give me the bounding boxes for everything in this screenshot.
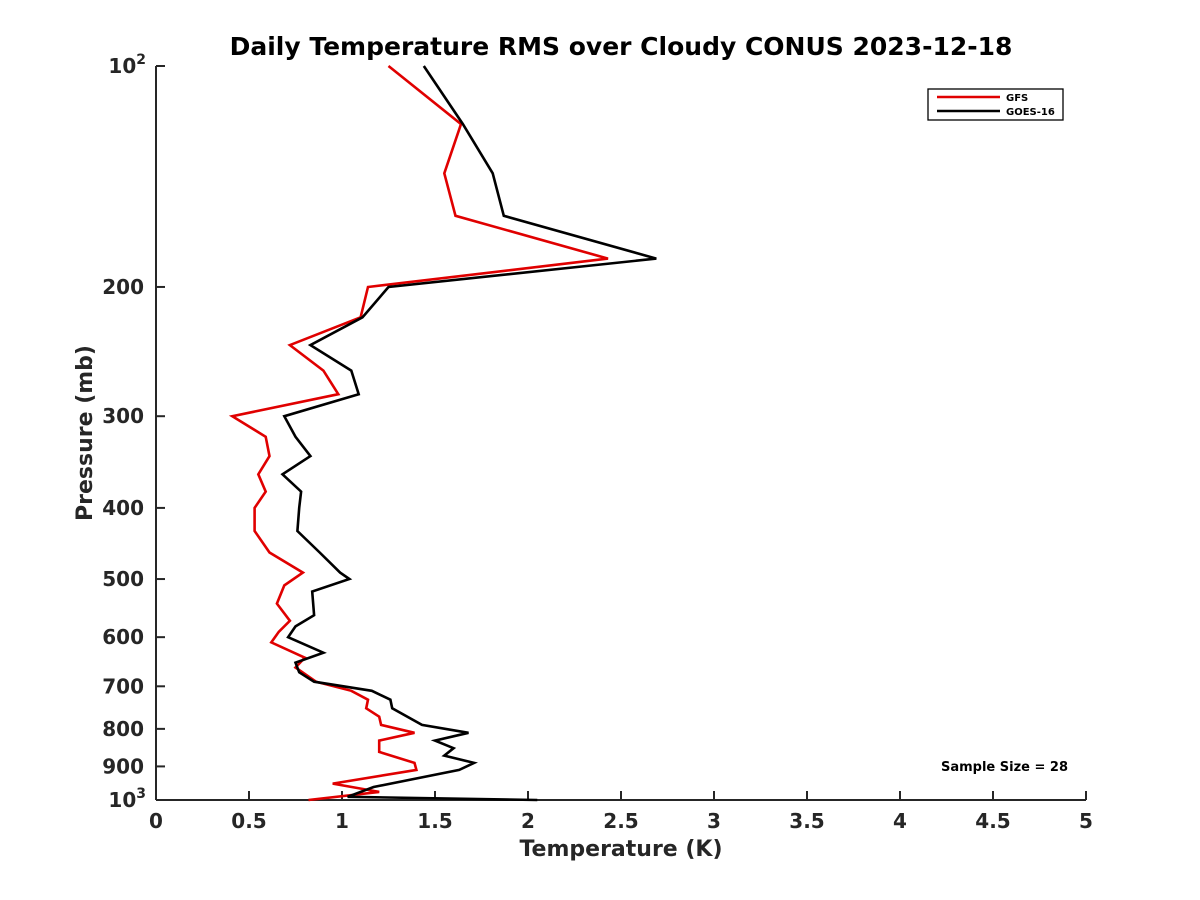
legend: GFS GOES-16 <box>927 88 1064 121</box>
legend-box <box>927 88 1064 121</box>
series-line-gfs <box>228 64 609 802</box>
y-tick-label: 700 <box>102 674 144 698</box>
x-tick-label: 0 <box>149 809 163 833</box>
y-tick-label: 200 <box>102 275 144 299</box>
y-tick-label: 900 <box>102 754 144 778</box>
x-tick-label: 1.5 <box>417 809 452 833</box>
y-tick-label: 600 <box>102 625 144 649</box>
y-tick-label: 300 <box>102 404 144 428</box>
y-tick-label: 500 <box>102 567 144 591</box>
y-tick-label: 800 <box>102 717 144 741</box>
x-tick-label: 3.5 <box>789 809 824 833</box>
y-tick-label: 103 <box>108 786 146 812</box>
x-tick-label: 3 <box>707 809 721 833</box>
x-tick-label: 2.5 <box>603 809 638 833</box>
x-tick-label: 1 <box>335 809 349 833</box>
x-tick-label: 4 <box>893 809 907 833</box>
x-tick-label: 2 <box>521 809 535 833</box>
x-tick-label: 5 <box>1079 809 1093 833</box>
chart-title: Daily Temperature RMS over Cloudy CONUS … <box>230 32 1013 61</box>
y-tick-label: 102 <box>108 52 146 78</box>
x-tick-label: 4.5 <box>975 809 1010 833</box>
legend-label-goes-16: GOES-16 <box>1006 107 1055 118</box>
y-axis-label: Pressure (mb) <box>73 345 98 521</box>
sample-size-annotation: Sample Size = 28 <box>941 760 1068 775</box>
x-tick-label: 0.5 <box>231 809 266 833</box>
axes: 0 0.5 1 1.5 2 2.5 3 3.5 4 4.5 5 102 200 300 400 500 600 7… <box>102 52 1093 833</box>
series-line-goes-16 <box>280 65 657 802</box>
series-layer <box>228 64 657 802</box>
y-tick-label: 400 <box>102 496 144 520</box>
x-axis-label: Temperature (K) <box>519 837 722 862</box>
legend-label-gfs: GFS <box>1006 93 1028 104</box>
